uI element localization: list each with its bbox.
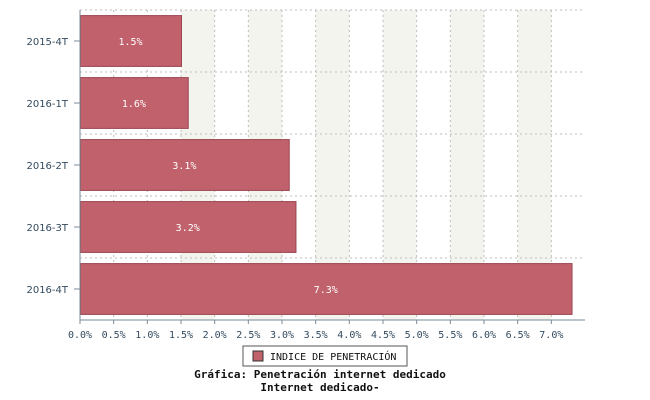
bar	[80, 15, 182, 67]
x-tick-label: 4.0%	[337, 330, 361, 341]
x-tick-label: 2.5%	[236, 330, 260, 341]
x-tick-label: 4.5%	[371, 330, 395, 341]
bar-data-label: 1.5%	[118, 37, 142, 48]
legend: INDICE DE PENETRACIÓN	[242, 345, 408, 367]
x-tick-label: 6.0%	[472, 330, 496, 341]
category-label: 2015-4T	[26, 37, 68, 48]
x-tick-label: 0.5%	[102, 330, 126, 341]
x-tick-label: 7.0%	[539, 330, 563, 341]
bar	[80, 201, 297, 253]
x-tick-label: 6.5%	[506, 330, 530, 341]
category-label: 2016-4T	[26, 285, 68, 296]
bar	[80, 139, 290, 191]
x-tick-label: 0.0%	[68, 330, 92, 341]
bar-data-label: 1.6%	[122, 99, 146, 110]
category-label: 2016-3T	[26, 223, 68, 234]
bar-data-label: 3.2%	[176, 223, 200, 234]
legend-box	[242, 345, 408, 367]
axes	[74, 10, 585, 324]
x-tick-label: 5.5%	[438, 330, 462, 341]
x-tick-label: 3.0%	[270, 330, 294, 341]
x-tick-label: 3.5%	[304, 330, 328, 341]
chart-caption-line-2: Internet dedicado-	[260, 381, 379, 394]
bars: 1.5% 1.6% 3.1% 3.2% 7.3%	[80, 15, 573, 315]
legend-label: INDICE DE PENETRACIÓN	[270, 350, 396, 363]
bar	[80, 263, 573, 315]
x-tick-label: 5.0%	[405, 330, 429, 341]
x-tick-labels: 0.0% 0.5% 1.0% 1.5% 2.0% 2.5% 3.0% 3.5% 4.0% 4.5%…	[68, 330, 563, 341]
x-tick-label: 2.0%	[203, 330, 227, 341]
bar	[80, 77, 189, 129]
category-labels: 2015-4T 2016-1T 2016-2T 2016-3T 2016-4T	[26, 37, 68, 296]
category-label: 2016-1T	[26, 99, 68, 110]
chart-caption-line-1: Gráfica: Penetración internet dedicado	[194, 368, 446, 381]
legend-swatch	[252, 350, 264, 362]
bar-data-label: 7.3%	[314, 285, 338, 296]
x-tick-label: 1.5%	[169, 330, 193, 341]
category-label: 2016-2T	[26, 161, 68, 172]
bar-data-label: 3.1%	[172, 161, 196, 172]
x-tick-label: 1.0%	[135, 330, 159, 341]
